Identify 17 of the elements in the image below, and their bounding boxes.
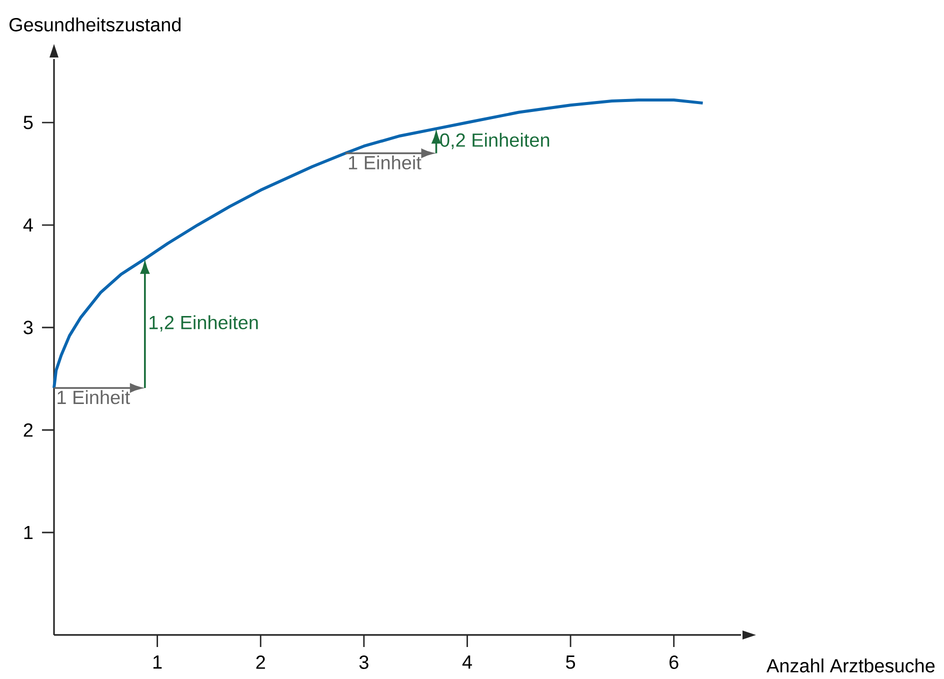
x-tick-label: 3: [359, 656, 368, 669]
y-tick-label: 1: [24, 526, 33, 540]
y-tick-label: 3: [24, 320, 33, 334]
x-tick-label: 5: [566, 656, 576, 669]
y-tick-label: 2: [24, 423, 33, 437]
x-tick-label: 6: [670, 656, 678, 669]
x-tick-label: 2: [256, 656, 265, 669]
annotation: 0,2 Einheiten: [440, 132, 550, 150]
annotation: 1 Einheit: [58, 390, 130, 404]
y-tick-label: 4: [23, 218, 33, 232]
annotation: 1 Einheit: [348, 155, 422, 170]
y-axis-title: Gesundheitszustand: [10, 18, 181, 32]
x-tick-label: 1: [153, 656, 162, 669]
x-axis-title: Anzahl Arztbesuche: [766, 658, 935, 672]
y-tick-label: 5: [24, 116, 33, 130]
x-tick-label: 4: [462, 656, 472, 669]
annotation: 1,2 Einheiten: [150, 315, 258, 332]
